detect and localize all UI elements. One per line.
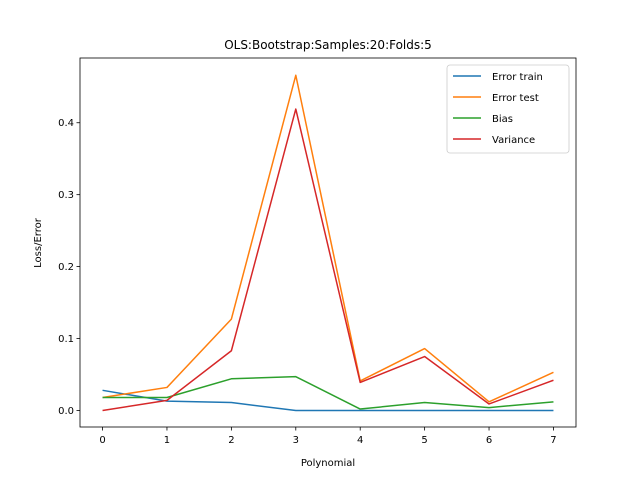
y-tick-label: 0.2 — [58, 262, 74, 273]
legend-label: Error train — [492, 72, 543, 83]
legend-label: Error test — [492, 93, 539, 104]
x-tick-label: 6 — [486, 435, 492, 446]
series-line-error-test — [102, 74, 554, 403]
plot-frame — [79, 57, 577, 428]
plot-lines — [102, 74, 554, 412]
y-axis-label: Loss/Error — [33, 217, 44, 268]
x-axis-ticks: 0 1 2 3 4 5 6 7 — [99, 427, 557, 446]
x-tick-label: 4 — [357, 435, 363, 446]
x-tick-label: 5 — [421, 435, 427, 446]
y-tick-label: 0.4 — [58, 118, 74, 129]
legend-box — [446, 64, 570, 154]
y-axis-ticks: 0.0 0.1 0.2 0.3 0.4 — [58, 118, 80, 417]
legend-label: Variance — [492, 135, 535, 146]
series-line-bias — [102, 375, 554, 410]
x-tick-label: 0 — [99, 435, 105, 446]
legend-label: Bias — [492, 114, 513, 125]
series-line-variance — [102, 108, 554, 412]
y-tick-label: 0.3 — [58, 190, 74, 201]
series-line-error-train — [102, 389, 554, 412]
chart-title: OLS:Bootstrap:Samples:20:Folds:5 — [224, 38, 432, 52]
x-tick-label: 7 — [550, 435, 556, 446]
legend: Error train Error test Bias Variance — [446, 64, 570, 154]
x-tick-label: 1 — [164, 435, 170, 446]
x-axis-label: Polynomial — [301, 458, 355, 469]
x-tick-label: 2 — [228, 435, 234, 446]
x-tick-label: 3 — [293, 435, 299, 446]
y-tick-label: 0.1 — [58, 334, 74, 345]
y-tick-label: 0.0 — [58, 406, 74, 417]
